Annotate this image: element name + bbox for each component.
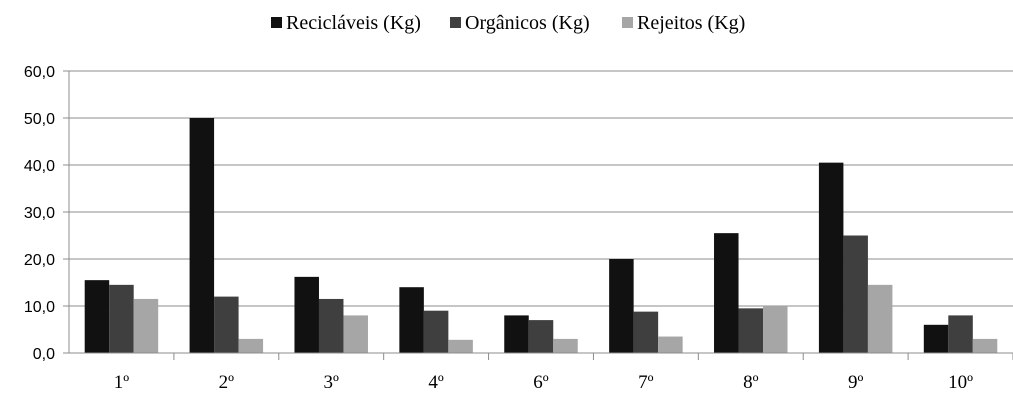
bar — [658, 336, 683, 353]
legend-swatch — [622, 17, 633, 28]
y-tick-label: 50,0 — [24, 111, 55, 128]
bar — [448, 339, 473, 353]
bar — [238, 338, 264, 353]
bar — [528, 320, 554, 353]
y-tick-label: 0,0 — [33, 346, 55, 363]
legend-item: Orgânicos (Kg) — [450, 12, 590, 34]
bar — [867, 284, 893, 353]
legend-swatch — [271, 17, 282, 28]
bar — [609, 259, 634, 353]
y-tick-label: 40,0 — [24, 158, 55, 175]
legend-swatch — [450, 17, 461, 28]
x-tick-label: 6º — [533, 372, 549, 393]
bar — [109, 284, 134, 353]
bar — [843, 235, 868, 353]
bar — [133, 298, 159, 353]
x-tick-label: 4º — [428, 372, 444, 393]
bar — [189, 118, 215, 353]
bar — [504, 315, 529, 353]
legend-item: Recicláveis (Kg) — [271, 12, 421, 34]
bar — [294, 276, 319, 353]
legend-label: Recicláveis (Kg) — [286, 12, 421, 34]
bar — [714, 233, 739, 353]
y-tick-label: 30,0 — [24, 205, 55, 222]
bar — [399, 287, 424, 353]
x-tick-label: 9º — [848, 372, 864, 393]
x-tick-label: 3º — [324, 372, 340, 393]
bar — [318, 298, 344, 353]
bar — [423, 310, 449, 353]
y-tick-label: 60,0 — [24, 64, 55, 81]
bar — [972, 338, 998, 353]
bar — [948, 315, 973, 353]
bar — [818, 162, 844, 353]
bar — [923, 324, 949, 353]
y-tick-label: 10,0 — [24, 299, 55, 316]
x-tick-label: 10º — [948, 372, 973, 393]
y-axis-ticks: 0,0 10,0 20,0 30,0 40,0 50,0 60,0 — [24, 64, 69, 363]
x-tick-label: 2º — [219, 372, 235, 393]
bars — [84, 118, 998, 353]
bar — [763, 306, 788, 353]
x-tick-label: 8º — [743, 372, 759, 393]
legend: Recicláveis (Kg) Orgânicos (Kg) Rejeitos (… — [271, 12, 745, 34]
bar — [738, 308, 764, 353]
legend-item: Rejeitos (Kg) — [622, 12, 745, 34]
bar — [214, 296, 239, 353]
x-tick-label: 7º — [638, 372, 654, 393]
legend-label: Rejeitos (Kg) — [637, 12, 745, 34]
x-tick-label: 1º — [114, 372, 130, 393]
bar — [553, 338, 578, 353]
x-axis-ticks: 1º 2º 3º 4º 6º 7º 8º 9º 10º — [114, 353, 1013, 393]
legend-label: Orgânicos (Kg) — [465, 12, 590, 34]
bar — [84, 280, 110, 353]
bar — [343, 315, 368, 353]
y-tick-label: 20,0 — [24, 252, 55, 269]
bar — [633, 311, 659, 353]
